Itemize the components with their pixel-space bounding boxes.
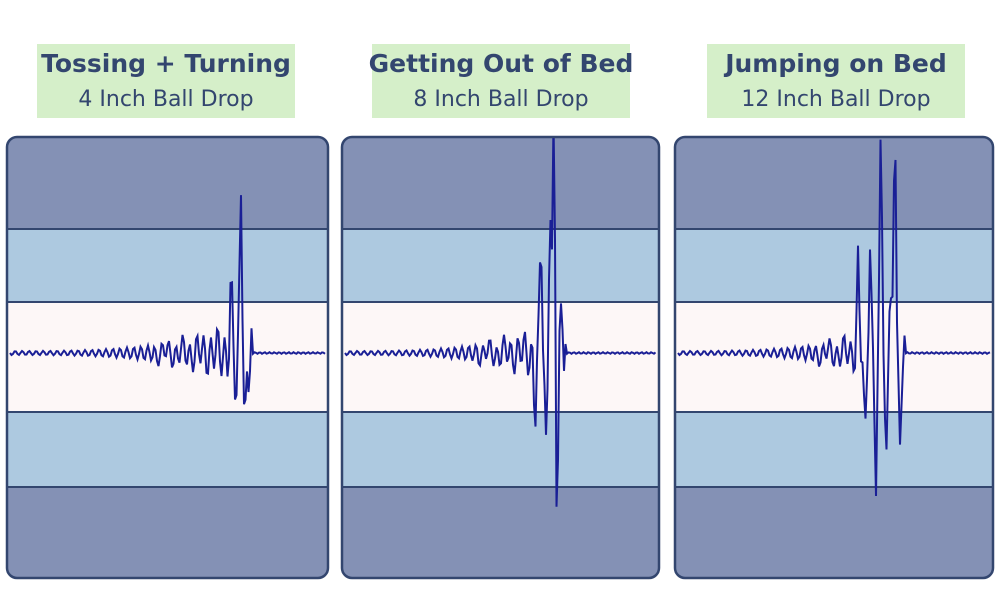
panel-subtitle: 4 Inch Ball Drop xyxy=(78,87,253,112)
panel-subtitle: 8 Inch Ball Drop xyxy=(413,87,588,112)
panel-title: Tossing + Turning xyxy=(41,49,291,78)
band xyxy=(7,412,328,487)
band xyxy=(7,137,328,229)
waveform xyxy=(677,139,991,497)
panel-body xyxy=(7,137,328,578)
band xyxy=(675,412,993,487)
panel-border xyxy=(673,135,995,580)
waveform xyxy=(9,195,326,405)
panel-body xyxy=(675,137,993,578)
label-box xyxy=(37,44,295,118)
band xyxy=(342,229,659,302)
band xyxy=(342,137,659,229)
panel-subtitle: 12 Inch Ball Drop xyxy=(741,87,930,112)
panel-body xyxy=(342,137,659,578)
label-box xyxy=(372,44,630,118)
panel: Getting Out of Bed 8 Inch Ball Drop xyxy=(340,44,661,580)
band xyxy=(342,302,659,412)
panel-border xyxy=(340,135,661,580)
panel-title: Getting Out of Bed xyxy=(369,49,634,78)
waveform xyxy=(344,137,657,507)
band xyxy=(342,487,659,578)
band xyxy=(7,487,328,578)
band xyxy=(675,487,993,578)
band xyxy=(7,229,328,302)
panel-border xyxy=(5,135,330,580)
band xyxy=(342,412,659,487)
panel: Tossing + Turning 4 Inch Ball Drop xyxy=(5,44,330,580)
label-box xyxy=(707,44,965,118)
panel: Jumping on Bed 12 Inch Ball Drop xyxy=(673,44,995,580)
panel-title: Jumping on Bed xyxy=(723,49,947,78)
band xyxy=(675,229,993,302)
band xyxy=(675,302,993,412)
band xyxy=(7,302,328,412)
band xyxy=(675,137,993,229)
